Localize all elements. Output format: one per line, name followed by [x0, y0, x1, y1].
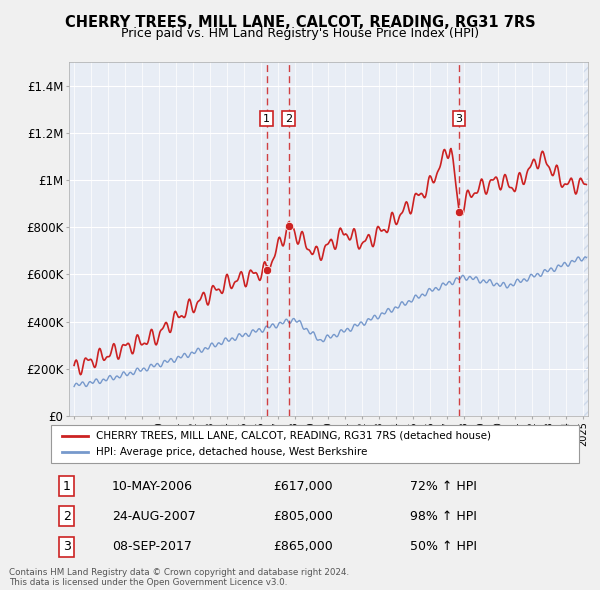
- Text: £805,000: £805,000: [273, 510, 332, 523]
- Text: 98% ↑ HPI: 98% ↑ HPI: [410, 510, 477, 523]
- Text: 2: 2: [63, 510, 71, 523]
- Text: Price paid vs. HM Land Registry's House Price Index (HPI): Price paid vs. HM Land Registry's House …: [121, 27, 479, 40]
- Text: Contains HM Land Registry data © Crown copyright and database right 2024.
This d: Contains HM Land Registry data © Crown c…: [9, 568, 349, 587]
- Text: 2: 2: [285, 114, 292, 123]
- Bar: [583, 62, 600, 416]
- Text: £865,000: £865,000: [273, 540, 332, 553]
- Text: HPI: Average price, detached house, West Berkshire: HPI: Average price, detached house, West…: [96, 447, 367, 457]
- Text: 24-AUG-2007: 24-AUG-2007: [112, 510, 196, 523]
- FancyBboxPatch shape: [51, 425, 579, 463]
- Text: 72% ↑ HPI: 72% ↑ HPI: [410, 480, 477, 493]
- Text: 08-SEP-2017: 08-SEP-2017: [112, 540, 191, 553]
- Bar: [583, 62, 600, 416]
- Text: CHERRY TREES, MILL LANE, CALCOT, READING, RG31 7RS (detached house): CHERRY TREES, MILL LANE, CALCOT, READING…: [96, 431, 491, 441]
- Text: 3: 3: [455, 114, 463, 123]
- Text: CHERRY TREES, MILL LANE, CALCOT, READING, RG31 7RS: CHERRY TREES, MILL LANE, CALCOT, READING…: [65, 15, 535, 30]
- Text: 50% ↑ HPI: 50% ↑ HPI: [410, 540, 477, 553]
- Text: 1: 1: [263, 114, 270, 123]
- Text: 1: 1: [63, 480, 71, 493]
- Text: 10-MAY-2006: 10-MAY-2006: [112, 480, 193, 493]
- Text: 3: 3: [63, 540, 71, 553]
- Text: £617,000: £617,000: [273, 480, 332, 493]
